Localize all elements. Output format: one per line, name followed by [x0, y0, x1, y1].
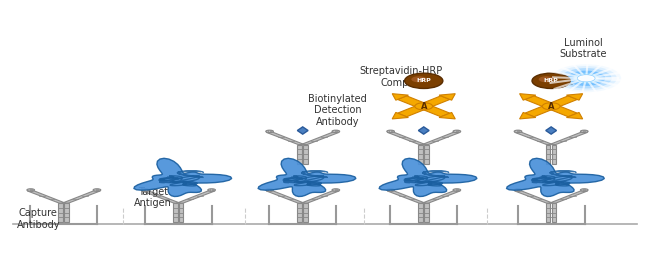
Ellipse shape [332, 189, 340, 191]
Polygon shape [515, 132, 552, 145]
Polygon shape [297, 127, 308, 134]
Circle shape [411, 76, 426, 82]
Text: Luminol
Substrate: Luminol Substrate [559, 37, 606, 59]
Bar [297, 203, 302, 222]
Circle shape [532, 73, 570, 88]
Polygon shape [62, 191, 100, 203]
Polygon shape [550, 132, 588, 145]
Polygon shape [519, 112, 536, 119]
Polygon shape [525, 96, 577, 117]
Polygon shape [392, 94, 408, 100]
Polygon shape [258, 158, 356, 197]
Bar [179, 203, 183, 222]
Ellipse shape [387, 130, 395, 133]
Ellipse shape [453, 189, 461, 191]
Text: Capture
Antibody: Capture Antibody [17, 208, 60, 230]
Text: Streptavidin-HRP
Complex: Streptavidin-HRP Complex [360, 66, 443, 88]
Bar [419, 145, 423, 164]
Polygon shape [546, 127, 556, 134]
Bar [546, 145, 551, 164]
Text: A: A [548, 102, 554, 111]
Polygon shape [566, 94, 582, 100]
Bar [64, 203, 69, 222]
Text: Target
Antigen: Target Antigen [134, 187, 172, 208]
Circle shape [556, 66, 617, 90]
Bar [424, 203, 429, 222]
Polygon shape [506, 158, 604, 197]
Polygon shape [519, 94, 536, 100]
Circle shape [404, 73, 443, 88]
Polygon shape [398, 96, 450, 117]
Text: HRP: HRP [417, 78, 431, 83]
Ellipse shape [27, 189, 34, 191]
Circle shape [567, 71, 605, 86]
Polygon shape [387, 132, 425, 145]
Polygon shape [266, 132, 304, 145]
Polygon shape [177, 191, 215, 203]
Circle shape [561, 68, 612, 88]
Ellipse shape [208, 189, 215, 191]
Polygon shape [398, 96, 450, 117]
Polygon shape [525, 96, 577, 117]
Polygon shape [379, 158, 477, 197]
Polygon shape [301, 191, 339, 203]
Circle shape [577, 75, 595, 82]
Ellipse shape [332, 130, 340, 133]
Ellipse shape [514, 130, 522, 133]
Bar [303, 145, 307, 164]
Polygon shape [27, 191, 66, 203]
Circle shape [415, 103, 433, 110]
Polygon shape [392, 112, 408, 119]
Ellipse shape [142, 189, 150, 191]
Bar [552, 145, 556, 164]
Bar [419, 203, 423, 222]
Ellipse shape [580, 189, 588, 191]
Polygon shape [387, 191, 425, 203]
Bar [297, 145, 302, 164]
Bar [546, 203, 551, 222]
Polygon shape [142, 191, 180, 203]
Bar [303, 203, 307, 222]
Bar [173, 203, 177, 222]
Ellipse shape [387, 189, 395, 191]
Ellipse shape [266, 189, 274, 191]
Circle shape [539, 76, 554, 82]
Ellipse shape [580, 130, 588, 133]
Polygon shape [419, 127, 429, 134]
Text: A: A [421, 102, 427, 111]
Ellipse shape [453, 130, 461, 133]
Polygon shape [422, 132, 460, 145]
Text: Biotinylated
Detection
Antibody: Biotinylated Detection Antibody [308, 94, 367, 127]
Polygon shape [422, 191, 460, 203]
Polygon shape [550, 191, 588, 203]
Bar [552, 203, 556, 222]
Ellipse shape [266, 130, 274, 133]
Polygon shape [439, 112, 455, 119]
Polygon shape [301, 132, 339, 145]
Circle shape [573, 73, 599, 83]
Bar [58, 203, 63, 222]
Polygon shape [439, 94, 455, 100]
Polygon shape [266, 191, 304, 203]
Bar [424, 145, 429, 164]
Circle shape [542, 103, 560, 110]
Polygon shape [515, 191, 552, 203]
Ellipse shape [514, 189, 522, 191]
Circle shape [551, 64, 621, 92]
Text: HRP: HRP [544, 78, 558, 83]
Polygon shape [566, 112, 582, 119]
Polygon shape [134, 158, 231, 197]
Ellipse shape [93, 189, 101, 191]
